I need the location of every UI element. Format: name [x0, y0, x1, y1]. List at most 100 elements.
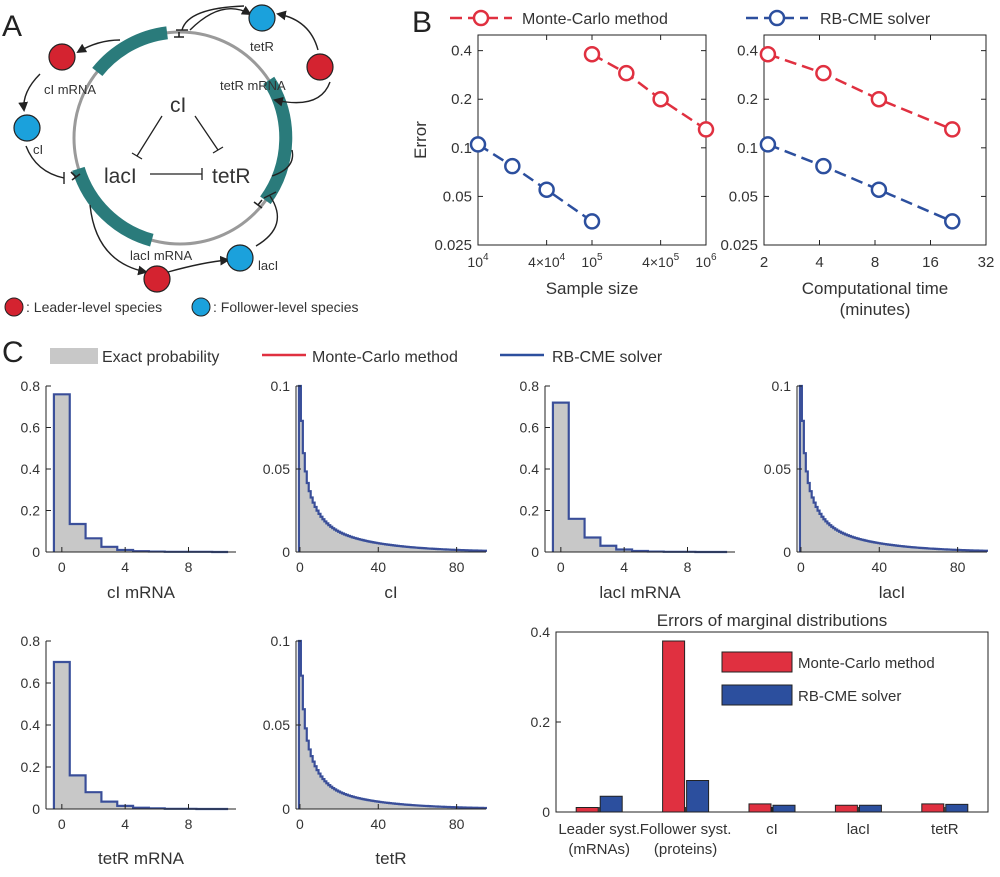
edge-tetr-loop	[271, 149, 294, 177]
y-tick-label: 0.4	[451, 43, 472, 60]
species-labels: cI mRNA cI tetR tetR mRNA lacI mRNA lacI	[33, 39, 286, 273]
y-tick-label: 0.6	[21, 675, 41, 691]
y-tick-label: 0.8	[21, 378, 41, 394]
y-tick-label: 0.4	[531, 624, 551, 640]
y-tick-label: 0.4	[520, 461, 540, 477]
chart-laci-distribution: 0 0.05 0.1 0 40 80 lacI	[764, 378, 988, 602]
bar-mc	[834, 804, 858, 813]
panel-c-legend: Exact probability Monte-Carlo method RB-…	[50, 348, 663, 366]
y-tick-label: 0.6	[520, 420, 540, 436]
y-tick-label: 0.4	[21, 461, 41, 477]
x-tick-label: 8	[185, 559, 193, 575]
label-laci: lacI	[258, 258, 278, 273]
x-tick-label: 0	[557, 559, 565, 575]
label-tetr: tetR	[250, 39, 274, 54]
center-laci: lacI	[104, 165, 137, 188]
y-tick-label: 0.8	[520, 378, 540, 394]
data-point-mc	[944, 121, 961, 138]
promoter-laci	[70, 171, 81, 181]
legend-exact-swatch	[50, 348, 98, 364]
legend-leader-dot	[4, 297, 24, 317]
x-tick-label: 0	[58, 816, 66, 832]
bar-rb	[686, 780, 710, 813]
bar-rb	[772, 804, 796, 813]
x-axis-label: Sample size	[546, 279, 639, 298]
edge-gene-to-tetr	[189, 5, 252, 31]
repress-bar-tetr	[263, 191, 277, 199]
label-ci-mrna: cI mRNA	[44, 82, 96, 97]
category-label: lacI	[847, 821, 870, 838]
gene-tetr	[260, 76, 293, 205]
x-tick-label: 104	[467, 252, 489, 270]
node-laci	[226, 244, 254, 272]
data-point-mc	[697, 121, 715, 138]
x-axis-label: lacI	[879, 583, 905, 602]
exact-probability-area	[799, 386, 988, 552]
x-tick-label: 4	[121, 816, 129, 832]
series-line-rb	[767, 143, 953, 223]
x-axis-label: cI	[384, 583, 397, 602]
x-tick-label: 0	[58, 559, 66, 575]
x-axis-label: cI mRNA	[107, 583, 176, 602]
legend-follower-dot	[191, 297, 211, 317]
x-tick-label: 0	[797, 559, 805, 575]
data-point-rb	[583, 213, 601, 230]
x-tick-label: 0	[296, 816, 304, 832]
x-tick-label: 80	[950, 559, 966, 575]
x-tick-label: 4	[815, 254, 823, 271]
bar-rb	[858, 804, 882, 813]
chart-tetr-mrna-distribution: 0 0.2 0.4 0.6 0.8 0 4 8 tetR mRNA	[21, 633, 236, 868]
legend-follower-text: : Follower-level species	[213, 299, 359, 315]
gene-laci	[72, 166, 154, 247]
y-tick-label: 0.025	[720, 237, 758, 254]
y-tick-label: 0.025	[434, 237, 472, 254]
label-laci-mrna: lacI mRNA	[130, 248, 192, 263]
edge-ci-repress-laci	[25, 145, 65, 179]
data-point-rb	[469, 136, 487, 153]
x-tick-label: 0	[296, 559, 304, 575]
plasmid-diagram	[70, 26, 293, 247]
promoter-ci	[174, 32, 184, 38]
bar-rb	[945, 803, 969, 813]
x-tick-label: 4×104	[528, 252, 566, 270]
legend-leader-text: : Leader-level species	[26, 299, 162, 315]
bar-mc	[921, 803, 945, 813]
y-tick-label: 0.2	[21, 759, 41, 775]
y-tick-label: 0	[783, 544, 791, 560]
x-tick-label: 80	[449, 816, 465, 832]
y-tick-label: 0	[282, 801, 290, 817]
legend-mc-label: Monte-Carlo method	[522, 11, 668, 28]
y-tick-label: 0.2	[737, 91, 758, 108]
edge-laci-repress-tetr	[255, 195, 279, 247]
y-tick-label: 0.4	[737, 43, 758, 60]
y-tick-label: 0.05	[263, 461, 290, 477]
edge-gene-to-tetr-mrna	[273, 81, 331, 107]
panel-label-a: A	[2, 10, 22, 43]
category-label: Follower syst.	[640, 821, 732, 838]
x-tick-label: 4×105	[642, 252, 680, 270]
data-point-rb	[944, 213, 961, 230]
x-axis-label: tetR	[375, 849, 406, 868]
y-tick-label: 0.2	[451, 91, 472, 108]
series-line-mc	[591, 53, 707, 131]
y-tick-label: 0.4	[21, 717, 41, 733]
exact-probability-area	[53, 662, 229, 809]
legend-mc-marker	[472, 9, 490, 27]
y-tick-label: 0.1	[271, 378, 291, 394]
edge-gene-to-ci-mrna	[76, 39, 121, 54]
x-tick-label: 16	[922, 254, 939, 271]
data-point-rb	[538, 181, 555, 198]
y-tick-label: 0	[32, 544, 40, 560]
x-tick-label: 40	[370, 559, 386, 575]
x-tick-label: 106	[695, 252, 717, 270]
species-legend: : Leader-level species : Follower-level …	[4, 297, 359, 317]
bar-mc	[575, 807, 599, 813]
category-label: (proteins)	[654, 841, 717, 858]
edge-tetr-mrna-to-tetr	[276, 10, 319, 51]
y-tick-label: 0.05	[443, 188, 472, 205]
data-point-rb	[815, 157, 832, 175]
y-tick-label: 0.2	[520, 503, 540, 519]
y-tick-label: 0.05	[263, 717, 290, 733]
species-nodes	[13, 4, 334, 293]
